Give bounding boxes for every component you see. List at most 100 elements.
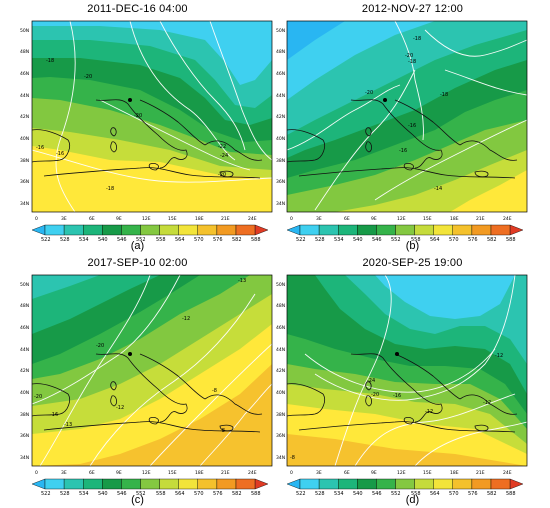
lat-tick-label: 40N [276,136,285,142]
panel-label: (c) [131,494,144,506]
colorbar-label: 534 [79,237,89,243]
contour-label: -18 [413,36,421,42]
contour-label: -8 [212,388,217,394]
lon-tick-label: 6E [344,216,350,222]
colorbar-cell [197,478,218,490]
colorbar-cell [414,224,434,236]
lon-tick-label: 6E [344,470,350,476]
lat-tick-label: 44N [20,347,29,353]
map-frame [286,20,528,213]
lat-tick-label: 34N [20,455,29,461]
contour-label: -16 [36,145,44,151]
colorbar-cell [452,224,473,236]
lon-tick-label: 24E [503,470,512,476]
panel-label: (d) [405,494,420,506]
colorbar-label: 528 [315,237,325,243]
lon-ticks: 0 3E 6E 9E 12E 15E 18E 21E 24E [290,470,512,476]
lon-tick-label: 9E [116,216,122,222]
lon-tick-label: 18E [195,216,204,222]
lon-tick-label: 3E [316,470,322,476]
lat-tick-label: 46N [276,325,285,331]
contour-label: -12 [483,400,491,406]
zone-fill [287,21,435,100]
colorbar-cell [509,224,524,236]
map-frame [286,274,528,467]
colorbar-label: 522 [296,491,306,497]
map-area: -18 -20 -18 -20 -18 -16 -16 -14 [287,21,527,212]
colorbar-label: 546 [372,237,382,243]
colorbar-cell [216,224,237,236]
lat-tick-label: 36N [20,433,29,439]
colorbar-cell [286,224,301,236]
panel-b: 2012-NOV-27 12:00 [275,0,550,254]
colorbar-cell [63,478,84,490]
colorbar-label: 534 [334,491,344,497]
site-marker [395,352,399,356]
colorbar-cell [299,478,320,490]
contour-label: -12 [495,353,503,359]
contour-label: -18 [106,186,114,192]
colorbar-label: 564 [175,237,185,243]
lat-ticks: 50N 48N 46N 44N 42N 40N 38N 36N 34N [276,28,285,207]
map-svg: -18 -20 -20 -16 -16 -18 -22 -24 -20 50N … [20,20,273,243]
lon-tick-label: 0 [290,470,293,476]
lat-tick-label: 40N [276,390,285,396]
colorbar-cell [452,478,473,490]
lon-ticks: 0 3E 6E 9E 12E 15E 18E 21E 24E [35,216,257,222]
zone-fill [32,275,160,334]
colorbar-cell [395,224,415,236]
lat-tick-label: 50N [20,28,29,34]
coastlines [32,99,263,179]
contour-label: -16 [408,123,416,129]
lon-tick-label: 18E [450,216,459,222]
lon-tick-label: 0 [35,470,38,476]
lat-tick-label: 44N [276,347,285,353]
colorbar-cell [471,224,492,236]
colorbar-cell [338,224,358,236]
colorbar-cell [216,478,237,490]
lat-tick-label: 38N [276,412,285,418]
panel-title: 2017-SEP-10 02:00 [87,257,188,269]
lat-tick-label: 34N [20,201,29,207]
lon-tick-label: 0 [35,216,38,222]
colorbar-label: 564 [430,491,440,497]
colorbar-cell [44,224,65,236]
colorbar-label: 564 [430,237,440,243]
lat-tick-label: 38N [276,158,285,164]
colorbar-label: 582 [232,237,242,243]
colorbar-label: 570 [449,491,459,497]
lon-tick-label: 15E [168,470,177,476]
lon-tick-label: 9E [371,470,377,476]
lon-tick-label: 18E [450,470,459,476]
colorbar-cell [471,478,492,490]
contour-label: -13 [64,422,72,428]
colorbar-label: 528 [60,237,70,243]
colorbar: 522 528 534 540 546 552 558 564 570 576 … [31,478,269,497]
panel-label: (b) [405,240,420,252]
contour-label: -12 [182,316,190,322]
lon-tick-label: 15E [423,216,432,222]
contour-label: -12 [116,405,124,411]
lon-tick-label: 12E [397,216,406,222]
lon-tick-label: 18E [195,470,204,476]
lat-tick-label: 38N [20,412,29,418]
lat-tick-label: 50N [276,282,285,288]
map-svg: -12 -24 -20 -16 -12 -12 -8 50N 48N 46N 4… [276,274,528,497]
site-marker [128,352,132,356]
lat-tick-label: 48N [20,303,29,309]
colorbar-cell [82,478,103,490]
contour-label: -20 [34,394,42,400]
colorbar-cell [318,478,339,490]
contour-lines [304,275,527,466]
colorbar-cell [235,224,256,236]
colorbar-cell [254,224,269,236]
contour-label: -18 [440,92,448,98]
map-frame [31,20,273,213]
panel-title: 2012-NOV-27 12:00 [361,3,464,15]
colorbar-cell [121,224,141,236]
colorbar-cell [102,224,122,236]
colorbar-cell [31,224,46,236]
colorbar-cell [178,478,198,490]
colorbar-label: 576 [213,237,223,243]
panel-d: 2020-SEP-25 19:00 [275,254,550,508]
